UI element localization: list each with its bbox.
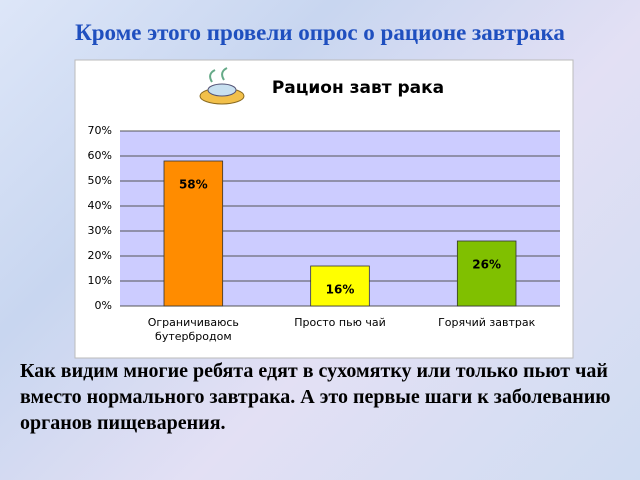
- y-tick-label: 70%: [88, 124, 112, 137]
- data-label: 26%: [472, 258, 501, 272]
- x-tick-label: Просто пью чай: [294, 316, 386, 329]
- x-tick-label-box: Горячий завтрак: [438, 316, 536, 329]
- y-tick-label: 20%: [88, 249, 112, 262]
- data-label: 16%: [326, 283, 355, 297]
- chart-title: Рацион завт рака: [272, 78, 444, 98]
- y-tick-label: 60%: [88, 149, 112, 162]
- y-tick-label: 40%: [88, 199, 112, 212]
- bar: [456, 240, 517, 307]
- title-icon: [199, 67, 245, 105]
- x-tick-label: Ограничиваюсь бутербродом: [147, 316, 239, 343]
- data-label: 58%: [179, 178, 208, 192]
- x-tick-label-box: Просто пью чай: [294, 316, 386, 329]
- y-tick-label: 50%: [88, 174, 112, 187]
- slide-text: Как видим многие ребята едят в сухомятку…: [20, 360, 611, 434]
- x-tick-label-box: Ограничиваюсь бутербродом: [147, 316, 239, 343]
- y-tick-label: 30%: [88, 224, 112, 237]
- bar: [310, 265, 370, 307]
- bar: [163, 160, 224, 307]
- y-tick-label: 0%: [95, 299, 112, 312]
- slide-heading: Кроме этого провели опрос о рационе завт…: [75, 20, 565, 45]
- y-tick-label: 10%: [88, 274, 112, 287]
- x-tick-label: Горячий завтрак: [438, 316, 536, 329]
